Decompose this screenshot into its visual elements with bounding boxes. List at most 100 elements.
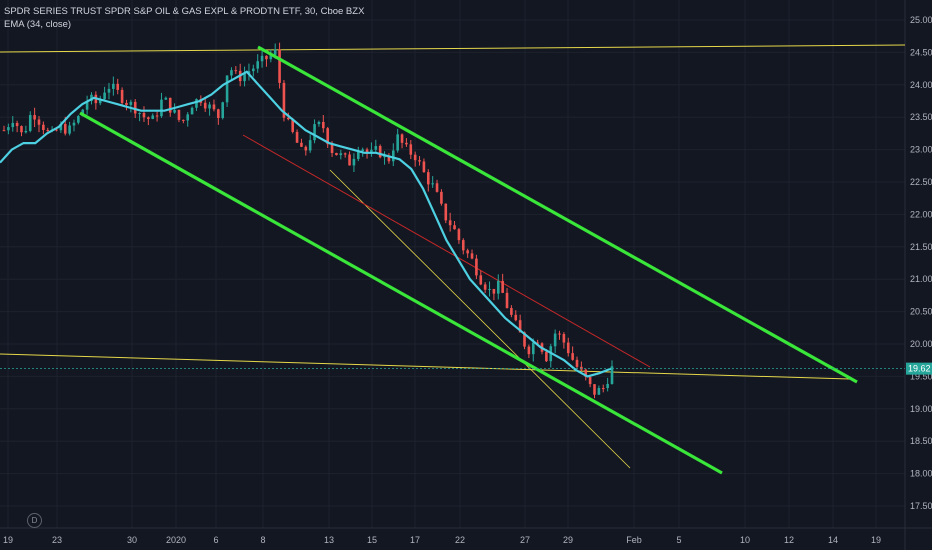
candle-body xyxy=(461,240,465,251)
candle-body xyxy=(190,107,194,115)
channel-lower-line[interactable] xyxy=(79,111,723,475)
candle-body xyxy=(33,115,36,120)
candle-body xyxy=(448,220,452,226)
y-tick-label: 17.50 xyxy=(910,501,932,511)
candle-body xyxy=(46,130,50,132)
x-tick-label: 12 xyxy=(784,535,794,545)
logo-badge-icon[interactable]: D xyxy=(27,513,42,528)
x-tick-label: 15 xyxy=(367,535,377,545)
resistance-line[interactable] xyxy=(0,44,906,53)
candle-body xyxy=(580,366,583,370)
candle-body xyxy=(15,122,19,127)
candle-body xyxy=(20,126,23,133)
yellow-trend-line[interactable] xyxy=(329,169,631,469)
candle-body xyxy=(247,71,251,74)
candle-body xyxy=(396,134,399,151)
channel-upper-line[interactable] xyxy=(257,45,858,384)
candle-body xyxy=(291,119,294,132)
chart-legend: SPDR SERIES TRUST SPDR S&P OIL & GAS EXP… xyxy=(4,5,364,31)
y-tick-label: 24.50 xyxy=(910,47,932,57)
x-tick-label: 17 xyxy=(410,535,420,545)
candle-body xyxy=(225,75,229,103)
candle-body xyxy=(147,117,150,119)
y-tick-label: 19.50 xyxy=(910,371,932,381)
candle-body xyxy=(440,191,443,204)
y-tick-label: 20.50 xyxy=(910,307,932,317)
candle-body xyxy=(466,250,469,254)
candle-body xyxy=(322,121,325,129)
candle-body xyxy=(300,142,303,147)
y-tick-label: 21.00 xyxy=(910,274,932,284)
candle-body xyxy=(431,183,434,185)
candle-body xyxy=(42,124,45,131)
x-tick-label: 19 xyxy=(3,535,13,545)
y-tick-label: 25.00 xyxy=(910,15,932,25)
candle-body xyxy=(256,61,259,69)
candle-body xyxy=(59,123,63,131)
candle-body xyxy=(593,384,596,395)
candle-body xyxy=(234,70,238,72)
candle-body xyxy=(610,366,614,384)
candle-body xyxy=(383,155,386,158)
candle-body xyxy=(142,112,146,118)
candle-body xyxy=(606,383,609,389)
candle-body xyxy=(326,128,329,145)
candle-body xyxy=(265,55,268,60)
candle-body xyxy=(357,150,360,159)
candle-body xyxy=(514,314,518,321)
x-tick-label: 14 xyxy=(828,535,838,545)
candle-body xyxy=(483,284,487,290)
candle-body xyxy=(164,97,168,100)
y-tick-label: 21.50 xyxy=(910,242,932,252)
candle-body xyxy=(361,149,364,151)
candle-body xyxy=(545,351,548,362)
x-tick-label: 10 xyxy=(740,535,750,545)
candle-body xyxy=(160,99,163,117)
y-tick-label: 19.00 xyxy=(910,404,932,414)
candle-body xyxy=(453,225,456,230)
candle-body xyxy=(584,369,588,377)
candle-body xyxy=(138,112,141,114)
y-tick-label: 20.00 xyxy=(910,339,932,349)
candle-body xyxy=(470,253,474,259)
x-tick-label: 2020 xyxy=(166,535,186,545)
red-trend-line[interactable] xyxy=(242,134,651,368)
support-line[interactable] xyxy=(0,353,851,380)
ema-line[interactable] xyxy=(0,70,612,378)
y-tick-label: 23.50 xyxy=(910,112,932,122)
x-tick-label: 13 xyxy=(324,535,334,545)
candle-body xyxy=(571,353,574,360)
candle-body xyxy=(527,346,531,355)
y-tick-label: 23.00 xyxy=(910,145,932,155)
candle-body xyxy=(531,342,535,355)
candle-body xyxy=(510,308,513,315)
candle-body xyxy=(492,288,496,294)
candle-body xyxy=(295,131,299,143)
candle-body xyxy=(278,49,281,83)
x-tick-label: 19 xyxy=(871,535,881,545)
candle-body xyxy=(155,115,159,117)
x-tick-label: 8 xyxy=(260,535,265,545)
candle-body xyxy=(387,155,391,162)
candle-body xyxy=(252,68,255,72)
candle-body xyxy=(116,83,120,90)
candle-body xyxy=(168,97,172,113)
x-tick-label: Feb xyxy=(626,535,642,545)
candle-body xyxy=(488,288,491,290)
candle-body xyxy=(426,172,430,185)
candle-body xyxy=(422,161,426,173)
candle-body xyxy=(55,129,58,131)
candle-body xyxy=(405,142,408,145)
y-tick-label: 18.00 xyxy=(910,469,932,479)
candle-body xyxy=(125,102,128,105)
candle-body xyxy=(444,203,448,221)
x-tick-label: 29 xyxy=(563,535,573,545)
candle-body xyxy=(68,125,71,134)
candle-body xyxy=(260,55,264,62)
candle-body xyxy=(133,101,137,114)
candle-body xyxy=(601,388,605,390)
candle-body xyxy=(518,320,522,333)
candle-body xyxy=(7,127,10,131)
x-tick-label: 30 xyxy=(127,535,137,545)
